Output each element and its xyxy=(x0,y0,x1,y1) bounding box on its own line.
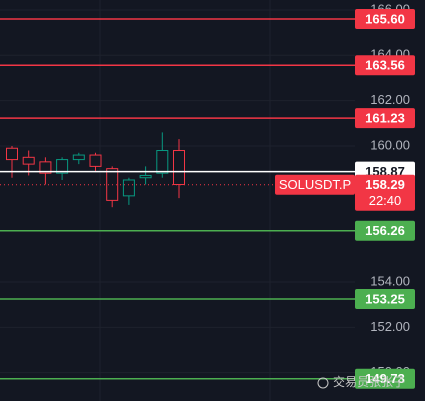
price-label: 156.26 xyxy=(365,223,405,238)
candle-body xyxy=(6,147,18,161)
y-tick-label: 162.00 xyxy=(370,92,410,107)
last-price-box xyxy=(355,174,415,211)
symbol-box xyxy=(275,174,355,195)
candle-body xyxy=(173,150,185,186)
candle-body xyxy=(72,154,85,161)
price-label-box xyxy=(355,108,415,129)
price-label-box xyxy=(355,288,415,309)
candle-body xyxy=(122,179,135,197)
watermark: 交易员张张子 xyxy=(333,374,405,389)
y-tick-label: 154.00 xyxy=(370,273,410,288)
price-label-box xyxy=(355,9,415,30)
symbol-label: SOLUSDT.P xyxy=(279,177,351,192)
price-label: 165.60 xyxy=(365,11,405,26)
y-tick-label: 160.00 xyxy=(370,137,410,152)
candle-body xyxy=(39,161,52,174)
price-label: 161.23 xyxy=(365,111,405,126)
last-price-label: 158.29 xyxy=(365,177,405,192)
grid xyxy=(0,9,355,374)
candle-body xyxy=(56,159,69,174)
plot xyxy=(0,18,355,380)
price-labels: 165.60163.56161.23158.87156.26153.25149.… xyxy=(275,9,415,389)
price-label: 149.73 xyxy=(365,371,405,386)
price-label: 153.25 xyxy=(365,291,405,306)
candle-body xyxy=(22,156,35,165)
y-tick-label: 152.00 xyxy=(370,319,410,334)
price-label: 163.56 xyxy=(365,58,405,73)
candle-body xyxy=(89,154,102,167)
price-label-box xyxy=(355,220,415,241)
candle-body xyxy=(139,174,152,179)
price-label-box xyxy=(355,55,415,76)
candle-body xyxy=(156,150,169,174)
price-label-box xyxy=(355,368,415,389)
countdown: 22:40 xyxy=(369,193,402,208)
watermark-icon xyxy=(317,377,329,389)
